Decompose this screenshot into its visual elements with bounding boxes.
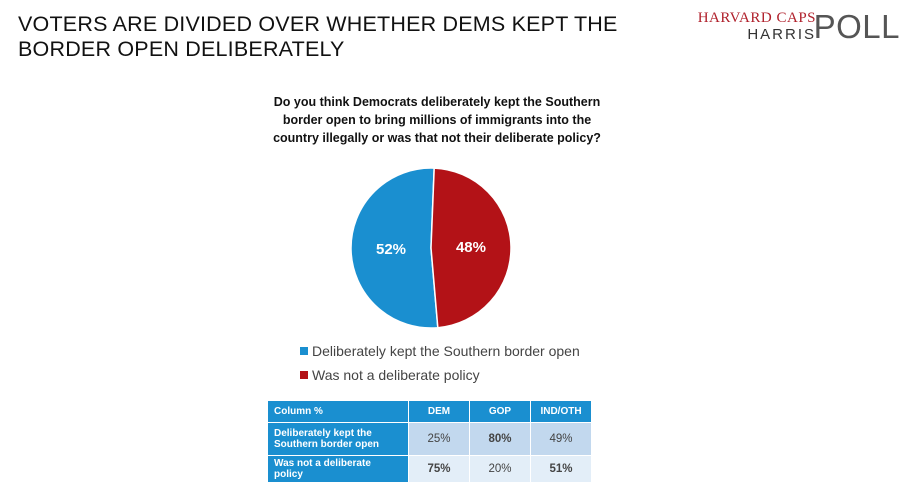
cell-gop-not-deliberate: 20%	[470, 456, 530, 482]
pie-label-0: 52%	[376, 241, 406, 258]
cell-ind-deliberate: 49%	[531, 423, 591, 455]
pie-label-1: 48%	[456, 239, 486, 256]
legend-swatch-blue	[300, 347, 308, 355]
cell-dem-deliberate: 25%	[409, 423, 469, 455]
legend-item-deliberate: Deliberately kept the Southern border op…	[300, 340, 580, 362]
logo-line-2: HARRIS	[747, 26, 816, 43]
header-column-pct: Column %	[268, 401, 408, 422]
table-header-row: Column % DEM GOP IND/OTH	[268, 401, 591, 422]
cell-ind-not-deliberate: 51%	[531, 456, 591, 482]
pie-slice-1	[430, 167, 512, 329]
row-label-deliberate: Deliberately kept the Southern border op…	[268, 423, 408, 455]
crosstab-table: Column % DEM GOP IND/OTH Deliberately ke…	[267, 400, 592, 483]
harvard-caps-harris-poll-logo: HARVARD CAPS HARRIS POLL	[697, 8, 900, 50]
logo-line-1: HARVARD CAPS	[697, 10, 816, 26]
row-label-not-deliberate: Was not a deliberate policy	[268, 456, 408, 482]
header-dem: DEM	[409, 401, 469, 422]
cell-dem-not-deliberate: 75%	[409, 456, 469, 482]
legend-label-not-deliberate: Was not a deliberate policy	[312, 367, 480, 383]
survey-question: Do you think Democrats deliberately kept…	[273, 95, 601, 145]
header-ind-oth: IND/OTH	[531, 401, 591, 422]
page-title: VOTERS ARE DIVIDED OVER WHETHER DEMS KEP…	[18, 12, 618, 61]
logo-line-3: POLL	[813, 8, 900, 45]
legend-swatch-red	[300, 371, 308, 379]
pie-chart: 52% 48%	[350, 167, 512, 329]
header-gop: GOP	[470, 401, 530, 422]
legend-item-not-deliberate: Was not a deliberate policy	[300, 364, 580, 386]
table-row: Was not a deliberate policy 75% 20% 51%	[268, 456, 591, 482]
cell-gop-deliberate: 80%	[470, 423, 530, 455]
chart-legend: Deliberately kept the Southern border op…	[300, 340, 580, 388]
pie-slice-0	[350, 167, 439, 329]
legend-label-deliberate: Deliberately kept the Southern border op…	[312, 343, 580, 359]
table-row: Deliberately kept the Southern border op…	[268, 423, 591, 455]
